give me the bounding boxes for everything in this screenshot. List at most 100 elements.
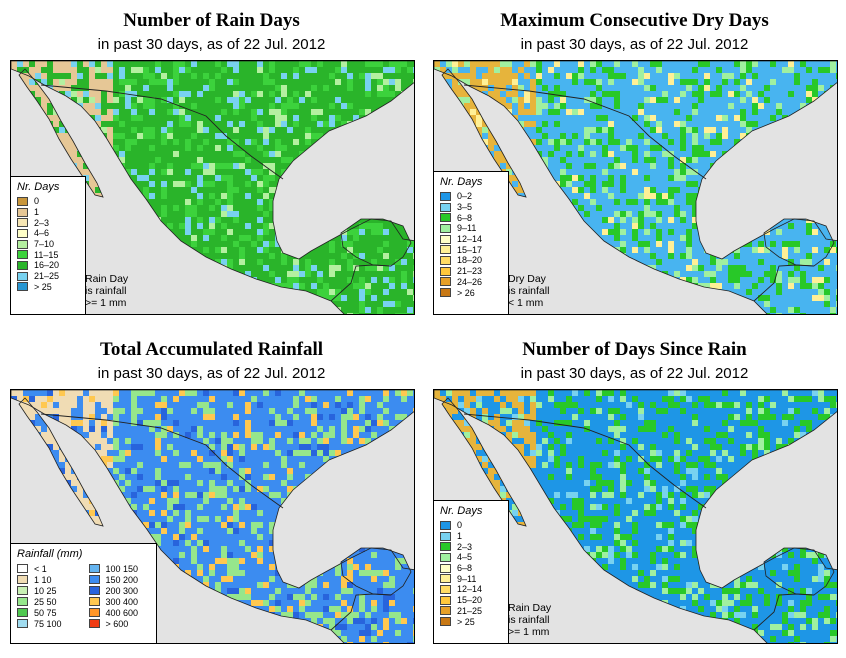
legend-item: 1 10 <box>17 574 79 585</box>
coastline <box>763 218 835 267</box>
legend-swatch <box>17 228 28 238</box>
legend-swatch <box>440 202 451 212</box>
legend-item: 2–3 <box>17 217 79 228</box>
legend-swatch <box>440 213 451 223</box>
legend-item: 400 600 <box>88 607 151 618</box>
legend-swatch <box>88 586 100 595</box>
legend-label: 6–8 <box>457 212 473 223</box>
panel-dry-days: Maximum Consecutive Dry Days in past 30 … <box>423 0 846 329</box>
legend-item: 16–20 <box>17 260 79 271</box>
legend-note: Rain Day is rainfall >= 1 mm <box>85 273 128 309</box>
coastline <box>11 390 414 643</box>
legend-label: 2–3 <box>34 217 50 228</box>
legend-swatch <box>440 255 451 265</box>
legend-title: Nr. Days <box>440 176 483 188</box>
legend-swatch <box>440 574 451 584</box>
legend-label: < 1 <box>34 563 47 574</box>
legend-item: 0 <box>17 196 79 207</box>
coastline <box>434 61 837 314</box>
legend-label: 1 10 <box>34 574 52 585</box>
legend-label: 21–25 <box>34 271 60 282</box>
legend-label: 0 <box>457 520 463 531</box>
legend-title: Nr. Days <box>17 181 60 193</box>
legend-rows: 0 1 2–3 4–6 7–10 11–15 16–20 21–25 > 25 <box>17 196 79 292</box>
legend-swatch <box>440 223 451 233</box>
legend-item: 100 150 <box>88 563 151 574</box>
legend: Nr. Days 0–2 3–5 6–8 9–11 12–14 15–17 18–20 21–… <box>434 171 509 314</box>
coastline <box>441 397 527 527</box>
legend: Nr. Days 0 1 2–3 4–5 6–8 9–11 12–14 15–20 21–25 >… <box>434 500 509 643</box>
note-line: is rainfall <box>508 285 550 297</box>
legend-item: > 25 <box>17 282 79 293</box>
legend-swatch <box>440 277 451 287</box>
legend-item: 15–17 <box>440 244 502 255</box>
legend-label: 11–15 <box>34 249 59 260</box>
coastline <box>18 68 104 198</box>
legend-label: 6–8 <box>457 563 473 574</box>
guatemala-belize-border <box>330 264 392 302</box>
panel-title: Total Accumulated Rainfall <box>99 339 324 360</box>
panel-subtitle: in past 30 days, as of 22 Jul. 2012 <box>97 365 326 382</box>
legend-swatch <box>440 245 451 255</box>
legend-rows: 0–2 3–5 6–8 9–11 12–14 15–17 18–20 21–23 24–26 > … <box>440 191 502 298</box>
legend-swatch <box>17 282 28 292</box>
legend-item: 1 <box>17 207 79 218</box>
legend-label: 75 100 <box>34 618 62 629</box>
panel-rain-days: Number of Rain Days in past 30 days, as … <box>0 0 423 329</box>
legend-swatch <box>17 239 28 249</box>
us-mexico-border <box>40 413 284 509</box>
legend-item: 25 50 <box>17 596 79 607</box>
legend-item: 4–6 <box>17 228 79 239</box>
us-mexico-border <box>463 413 707 509</box>
legend-label: 100 150 <box>105 563 139 574</box>
legend-swatch <box>88 575 100 584</box>
legend-swatch <box>440 520 451 530</box>
legend-item: > 26 <box>440 287 502 298</box>
panel-subtitle: in past 30 days, as of 22 Jul. 2012 <box>520 365 749 382</box>
legend-swatch <box>17 619 28 628</box>
legend-swatch <box>440 288 451 298</box>
legend-rows-right: 100 150 150 200 200 300 300 400 400 600 > 600 <box>88 563 151 629</box>
legend-label: 150 200 <box>105 574 139 585</box>
legend-note: Dry Day is rainfall < 1 mm <box>508 273 549 309</box>
panel-title: Maximum Consecutive Dry Days <box>500 10 769 31</box>
legend-label: 25 50 <box>34 596 57 607</box>
legend-item: 12–14 <box>440 584 502 595</box>
legend-item: 200 300 <box>88 585 151 596</box>
legend-label: 2–3 <box>457 541 473 552</box>
guatemala-belize-border <box>753 593 815 631</box>
legend-item: 18–20 <box>440 255 502 266</box>
legend-item: > 600 <box>88 618 151 629</box>
legend-item: 4–5 <box>440 552 502 563</box>
legend-swatch <box>88 619 100 628</box>
legend-swatch <box>440 595 451 605</box>
legend-item: 21–25 <box>17 271 79 282</box>
legend-item: 6–8 <box>440 212 502 223</box>
legend-label: 15–17 <box>457 244 483 255</box>
legend-label: 1 <box>457 531 463 542</box>
legend-label: 16–20 <box>34 260 60 271</box>
coastline <box>11 61 414 314</box>
legend-swatch <box>17 608 28 617</box>
legend-swatch <box>88 608 100 617</box>
legend-swatch <box>17 260 28 270</box>
legend-item: 300 400 <box>88 596 151 607</box>
panel-title: Number of Days Since Rain <box>522 339 747 360</box>
legend-label: 18–20 <box>457 255 483 266</box>
map-days-since-rain: Nr. Days 0 1 2–3 4–5 6–8 9–11 12–14 15–20 21–25 >… <box>433 389 838 644</box>
legend-label: 0 <box>34 196 40 207</box>
legend-label: 0–2 <box>457 191 473 202</box>
legend-item: 7–10 <box>17 239 79 250</box>
legend-label: 50 75 <box>34 607 57 618</box>
panel-subtitle: in past 30 days, as of 22 Jul. 2012 <box>520 36 749 53</box>
coastline <box>18 397 104 527</box>
legend-label: 21–23 <box>457 266 483 277</box>
us-mexico-border <box>463 84 707 180</box>
legend-item: 24–26 <box>440 277 502 288</box>
legend-label: 1 <box>34 207 40 218</box>
legend-item: 15–20 <box>440 595 502 606</box>
legend-swatch <box>440 234 451 244</box>
legend-swatch <box>440 606 451 616</box>
legend-label: 10 25 <box>34 585 57 596</box>
